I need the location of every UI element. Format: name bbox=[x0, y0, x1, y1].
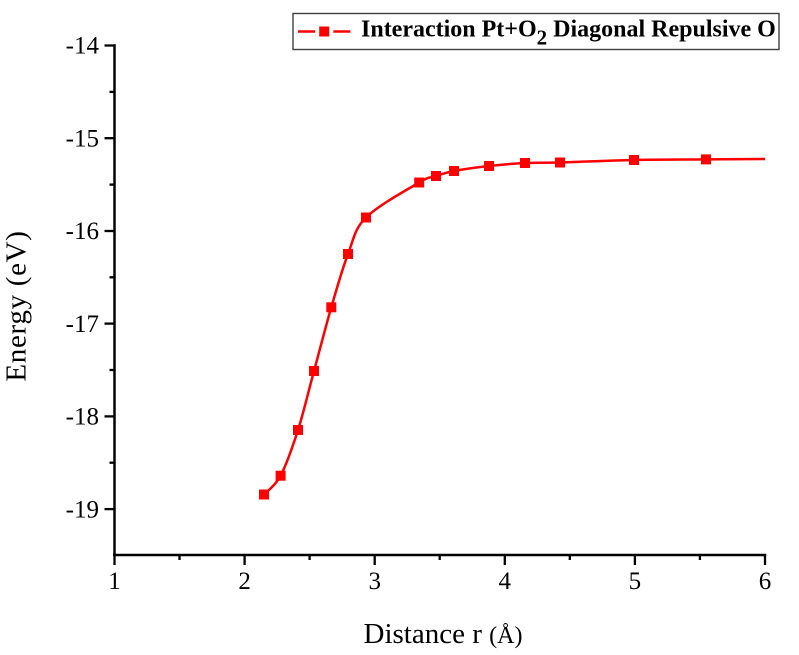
svg-text:5: 5 bbox=[629, 568, 642, 595]
svg-text:-19: -19 bbox=[66, 496, 99, 523]
svg-text:6: 6 bbox=[759, 568, 772, 595]
svg-text:2: 2 bbox=[238, 568, 251, 595]
svg-text:-17: -17 bbox=[66, 311, 99, 338]
svg-text:Energy (eV): Energy (eV) bbox=[1, 230, 33, 381]
svg-text:3: 3 bbox=[368, 568, 381, 595]
svg-text:4: 4 bbox=[499, 568, 512, 595]
svg-text:1: 1 bbox=[108, 568, 121, 595]
svg-text:-18: -18 bbox=[66, 404, 99, 431]
svg-text:-14: -14 bbox=[66, 33, 100, 60]
svg-text:-15: -15 bbox=[66, 125, 99, 152]
svg-text:Distance r (Å): Distance r (Å) bbox=[364, 618, 523, 650]
svg-text:-16: -16 bbox=[66, 218, 99, 245]
